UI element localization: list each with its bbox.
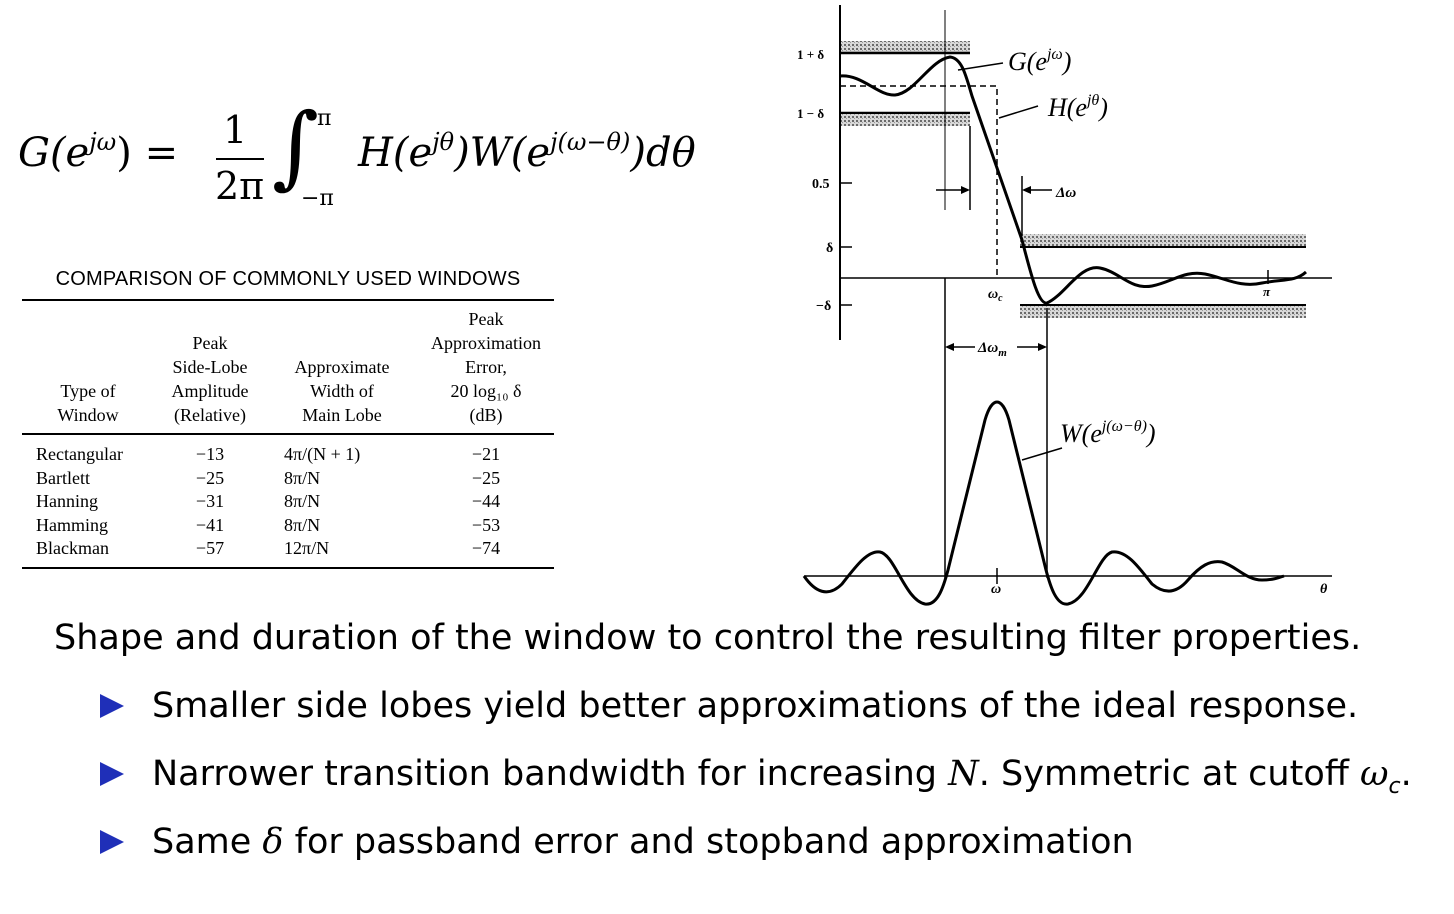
header-line: Width of: [310, 381, 374, 401]
formula-denominator: 2π: [215, 164, 265, 208]
bullet-text: Narrower transition bandwidth for increa…: [152, 754, 1412, 799]
window-filter-diagram: 1 + δ 1 − δ 0.5 δ −δ G(ejω) H(ejθ) W(ej(…: [797, 5, 1332, 606]
formula-w-sup: j(ω−θ): [550, 128, 631, 156]
cell-main-lobe: 12π/N: [284, 538, 330, 559]
ideal-lowpass-h: [840, 85, 998, 278]
header-side-lobe: Peak Side-Lobe Amplitude (Relative): [154, 300, 266, 434]
formula-equals: ) =: [116, 130, 179, 176]
cell-main-lobe: 8π/N: [284, 514, 321, 535]
table-row: Hamming −41 8π/N −53: [22, 514, 554, 538]
cell-side-lobe: −31: [195, 491, 225, 512]
intro-text: Shape and duration of the window to cont…: [54, 618, 1362, 658]
header-line: Error,: [465, 357, 507, 377]
header-line: Main Lobe: [302, 405, 382, 425]
label-half: 0.5: [812, 177, 830, 192]
formula-numerator: 1: [223, 108, 248, 152]
cell-main-lobe: 8π/N: [284, 491, 321, 512]
header-line: 20 log₁₀ δ: [450, 381, 522, 401]
cell-main-lobe: 8π/N: [284, 467, 321, 488]
header-main-lobe: Approximate Width of Main Lobe: [266, 300, 418, 434]
lower-tolerance-band: [840, 114, 970, 126]
cell-error: −21: [471, 444, 501, 464]
header-line: Approximation: [431, 333, 541, 353]
header-line: Peak: [192, 333, 228, 353]
triangle-right-icon: [100, 762, 124, 786]
cell-error: −25: [471, 467, 501, 488]
table-row: Hanning −31 8π/N −44: [22, 490, 554, 514]
windows-comparison-table: COMPARISON OF COMMONLY USED WINDOWS Type…: [22, 268, 554, 569]
table-row: Rectangular −13 4π/(N + 1) −21: [22, 434, 554, 467]
label-delta-omega: Δω: [1055, 185, 1076, 201]
header-line: Approximate: [294, 357, 390, 377]
convolution-formula: G(ejω) = 1 2π ∫ π −π H(ejθ)W(ej(ω−θ))dθ: [18, 102, 718, 218]
formula-d-theta: )dθ: [630, 130, 696, 176]
cell-side-lobe: −25: [195, 467, 225, 488]
table: Type of Window Peak Side-Lobe Amplitude …: [22, 299, 554, 569]
formula-h-sup: jθ: [432, 128, 455, 156]
stopband-upper-band: [1020, 234, 1306, 246]
stopband-lower-band: [1020, 306, 1306, 318]
header-line: Peak: [468, 309, 504, 329]
table-title: COMPARISON OF COMMONLY USED WINDOWS: [55, 268, 521, 290]
cell-side-lobe: −13: [195, 444, 225, 464]
bullet-text: Same δ for passband error and stopband a…: [152, 822, 1134, 862]
triangle-right-icon: [100, 694, 124, 718]
cell-window-name: Rectangular: [36, 444, 123, 464]
g-response-curve: [839, 55, 1308, 305]
header-line: (dB): [469, 405, 503, 425]
integral-sign-icon: ∫: [272, 94, 319, 199]
table-row: Bartlett −25 8π/N −25: [22, 467, 554, 491]
header-line: (Relative): [174, 405, 246, 425]
formula-lhs-sup: jω: [89, 128, 117, 156]
label-minus-delta: −δ: [816, 299, 831, 314]
label-omega-c: ωc: [988, 287, 1003, 304]
label-w: W(ej(ω−θ)): [1060, 418, 1156, 448]
header-line: Window: [57, 405, 119, 425]
label-h: H(ejθ): [1047, 92, 1108, 122]
label-delta-omega-m: Δωm: [977, 340, 1007, 359]
cell-error: −44: [471, 491, 501, 512]
triangle-right-icon: [100, 830, 124, 854]
table-row: Blackman −57 12π/N −74: [22, 537, 554, 568]
formula-lhs: G(e: [18, 130, 90, 176]
cell-window-name: Hanning: [36, 491, 98, 512]
fraction-bar: [216, 158, 264, 160]
label-delta: δ: [826, 241, 833, 256]
label-one-minus-delta: 1 − δ: [797, 106, 824, 121]
header-line: Side-Lobe: [172, 357, 248, 377]
cell-main-lobe: 4π/(N + 1): [284, 444, 361, 464]
header-type: Type of Window: [22, 300, 154, 434]
label-one-plus-delta: 1 + δ: [797, 47, 824, 62]
table-header-row: Type of Window Peak Side-Lobe Amplitude …: [22, 300, 554, 434]
upper-tolerance-band: [840, 41, 970, 52]
bullet-text: Smaller side lobes yield better approxim…: [152, 686, 1359, 726]
header-line: Type of: [60, 381, 116, 401]
header-line: Amplitude: [171, 381, 249, 401]
label-g: G(ejω): [1008, 46, 1071, 76]
cell-error: −53: [471, 514, 501, 535]
cell-window-name: Hamming: [36, 514, 108, 535]
integral-upper-limit: π: [317, 106, 332, 131]
cell-window-name: Blackman: [36, 538, 109, 559]
cell-side-lobe: −57: [195, 538, 225, 559]
cell-error: −74: [471, 538, 501, 559]
label-theta: θ: [1320, 582, 1328, 597]
label-pi: π: [1263, 284, 1271, 299]
formula-h-term: H(e: [358, 130, 433, 176]
cell-side-lobe: −41: [195, 514, 225, 535]
header-error: Peak Approximation Error, 20 log₁₀ δ (dB…: [418, 300, 554, 434]
label-omega: ω: [991, 582, 1001, 597]
w-window-curve: [802, 400, 1285, 606]
integral-lower-limit: −π: [301, 186, 334, 211]
cell-window-name: Bartlett: [36, 467, 90, 488]
formula-w-term: )W(e: [454, 130, 551, 176]
